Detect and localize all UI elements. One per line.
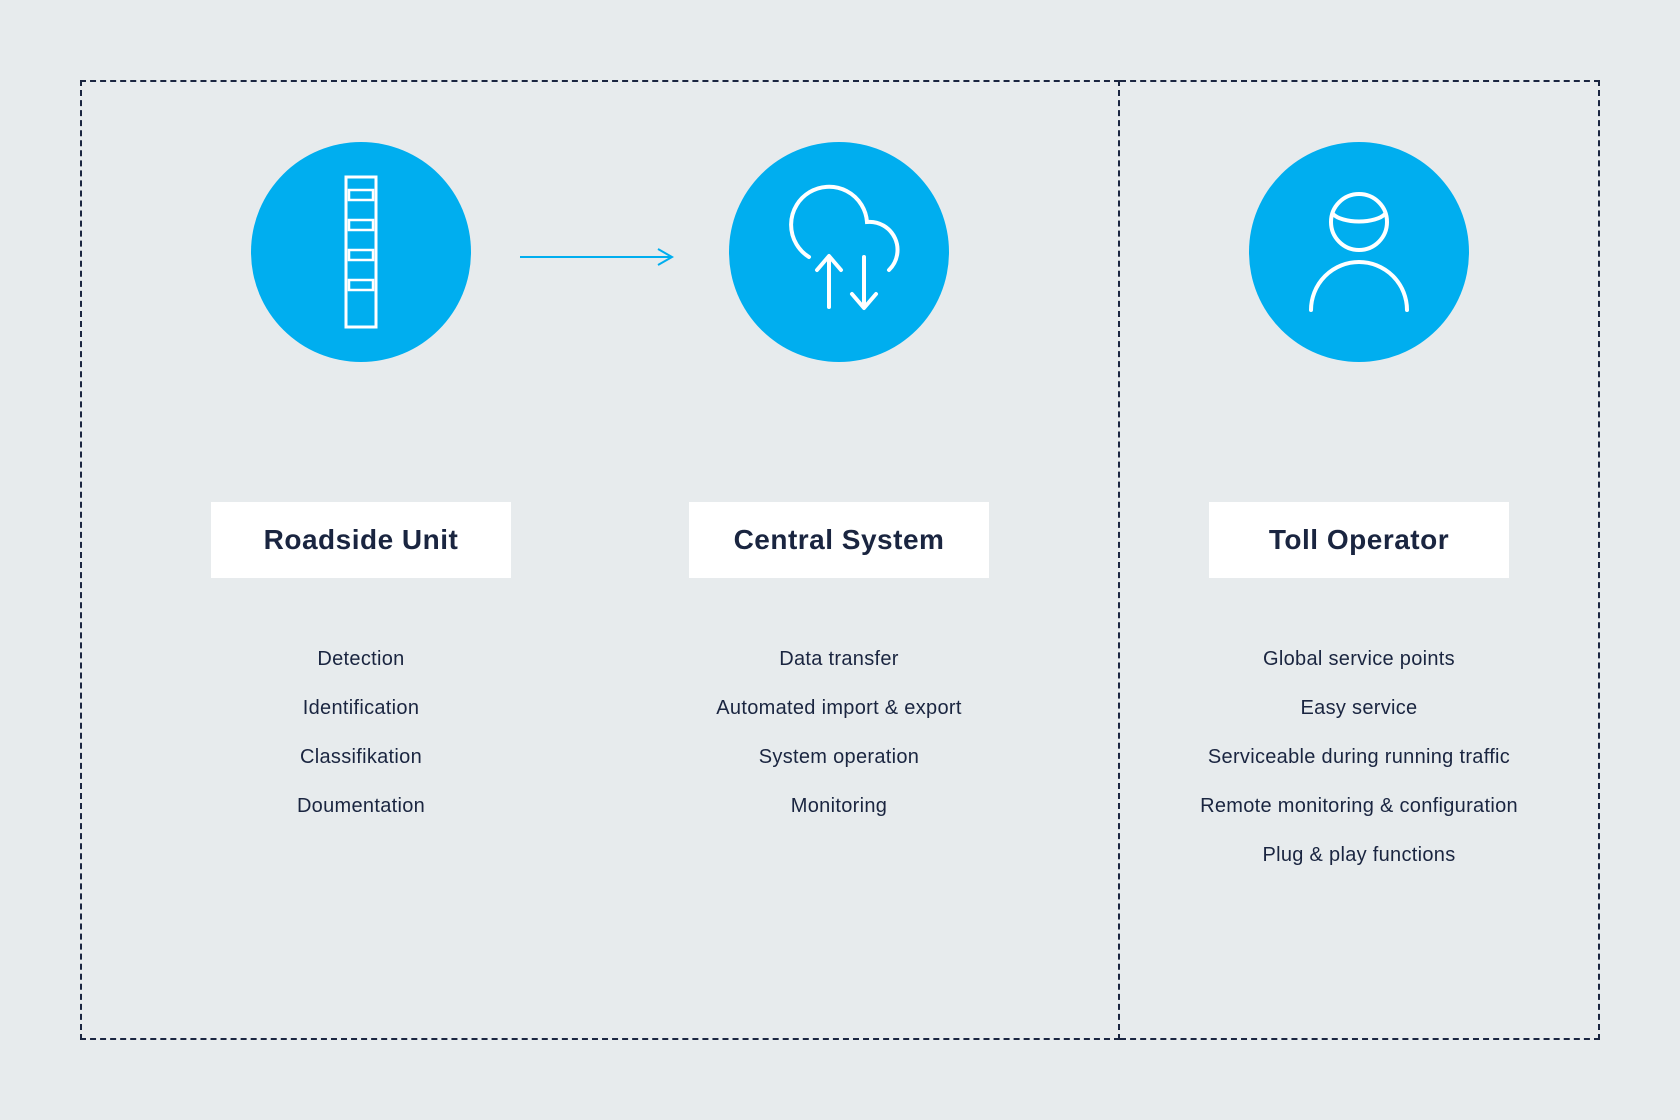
feature-item: Identification — [303, 697, 420, 720]
arrow-icon — [520, 247, 680, 267]
feature-item: Monitoring — [791, 795, 887, 818]
title-box-operator: Toll Operator — [1209, 502, 1509, 578]
feature-item: Remote monitoring & configuration — [1200, 795, 1518, 818]
feature-item: System operation — [759, 746, 919, 769]
feature-item: Classifikation — [300, 746, 422, 769]
features-central: Data transfer Automated import & export … — [716, 648, 961, 818]
feature-item: Plug & play functions — [1262, 844, 1455, 867]
title-box-roadside: Roadside Unit — [211, 502, 511, 578]
feature-item: Automated import & export — [716, 697, 961, 720]
title-roadside: Roadside Unit — [251, 524, 471, 556]
column-roadside: Roadside Unit Detection Identification C… — [146, 142, 576, 818]
feature-item: Doumentation — [297, 795, 425, 818]
person-icon — [1249, 142, 1469, 362]
panel-operator: Toll Operator Global service points Easy… — [1120, 80, 1600, 1040]
features-operator: Global service points Easy service Servi… — [1200, 648, 1518, 867]
column-operator: Toll Operator Global service points Easy… — [1120, 142, 1598, 867]
column-central: Central System Data transfer Automated i… — [624, 142, 1054, 818]
feature-item: Global service points — [1263, 648, 1455, 671]
panel-system: Roadside Unit Detection Identification C… — [80, 80, 1120, 1040]
cloud-sync-icon — [729, 142, 949, 362]
roadside-unit-icon — [251, 142, 471, 362]
feature-item: Serviceable during running traffic — [1208, 746, 1510, 769]
feature-item: Detection — [317, 648, 404, 671]
title-box-central: Central System — [689, 502, 989, 578]
feature-item: Easy service — [1301, 697, 1418, 720]
title-operator: Toll Operator — [1249, 524, 1469, 556]
features-roadside: Detection Identification Classifikation … — [297, 648, 425, 818]
feature-item: Data transfer — [779, 648, 899, 671]
diagram-container: Roadside Unit Detection Identification C… — [80, 80, 1600, 1040]
title-central: Central System — [729, 524, 949, 556]
